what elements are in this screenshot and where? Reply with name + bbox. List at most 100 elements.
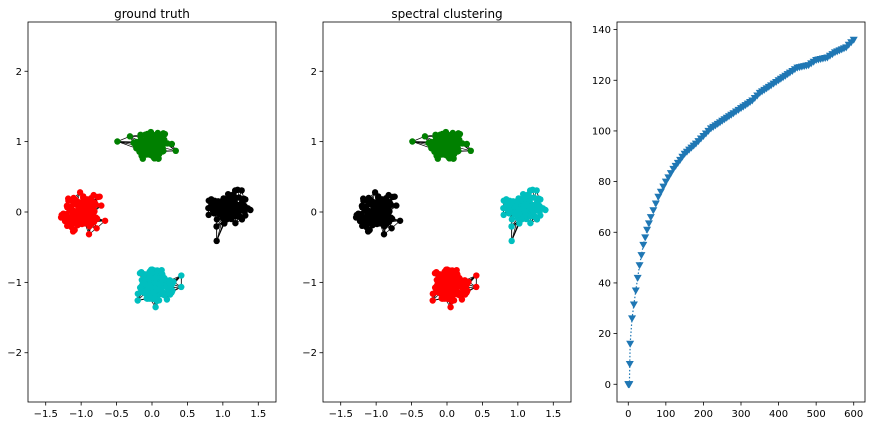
scatter-point — [238, 187, 245, 194]
scatter-point — [78, 215, 86, 222]
scatter-point — [164, 285, 172, 292]
scatter-point — [137, 131, 144, 138]
scatter-point — [226, 192, 234, 199]
scatter-point — [139, 151, 146, 158]
scatter-point — [208, 196, 215, 203]
y-tick-label: −2 — [302, 348, 317, 359]
scatter-point — [134, 297, 141, 304]
scatter-point — [130, 139, 137, 147]
x-tick-label: 1.5 — [250, 409, 266, 420]
scatter-point — [147, 266, 155, 273]
scatter-point — [135, 140, 142, 147]
scatter-point — [231, 197, 238, 205]
scatter-point — [101, 217, 109, 224]
scatter-point — [126, 133, 134, 140]
x-tick-label: −1.0 — [69, 409, 93, 420]
x-tick-label: −1.5 — [329, 409, 353, 420]
scatter-point — [213, 223, 220, 230]
scatter-point — [93, 215, 101, 222]
scatter-point — [151, 294, 158, 301]
spectral-clustering-panel: spectral clustering −1.5 −1.0 −0.5 0.0 0.5 1.… — [302, 7, 572, 420]
x-tick-label: −1.5 — [34, 409, 58, 420]
x-tick-label: 0.0 — [439, 409, 455, 420]
scatter-point — [143, 146, 151, 153]
scatter-point — [79, 194, 87, 202]
x-tick-label: 0.5 — [179, 409, 195, 420]
x-tick-label: 1.5 — [545, 409, 561, 420]
spectral-clustering-title: spectral clustering — [391, 7, 502, 21]
scatter-point — [159, 271, 166, 278]
scatter-point — [63, 202, 71, 210]
scatter-point — [82, 207, 89, 215]
scatter-points — [57, 128, 254, 311]
scatter-point — [145, 151, 153, 158]
scatter-point — [211, 207, 218, 215]
scatter-point — [231, 187, 239, 194]
y-tick-label: −1 — [302, 278, 317, 289]
x-tick-label: 1.0 — [215, 409, 231, 420]
scatter-point — [244, 205, 252, 212]
scatter-point — [178, 272, 185, 279]
scatter-point — [216, 209, 224, 216]
scatter-point — [114, 138, 121, 145]
scatter-point — [221, 217, 228, 224]
y-tick-label: −1 — [7, 278, 22, 289]
scatter-point — [74, 221, 81, 229]
y-tick-label: 0 — [16, 208, 22, 219]
scatter-point — [57, 214, 65, 221]
y-tick-label: 0 — [311, 208, 317, 219]
scatter-point — [146, 274, 154, 281]
scatter-point — [76, 189, 84, 196]
scatter-point — [213, 216, 221, 223]
y-tick-label: −2 — [7, 348, 22, 359]
scatter-point — [205, 204, 212, 212]
scatter-point — [232, 219, 239, 227]
x-tick-label: −1.0 — [364, 409, 388, 420]
scatter-point — [205, 211, 212, 219]
x-tick-label: 0.0 — [144, 409, 160, 420]
scatter-point — [154, 267, 161, 274]
scatter-point — [153, 131, 160, 139]
scatter-point — [161, 131, 168, 138]
x-tick-label: −0.5 — [104, 409, 128, 420]
scatter-point — [233, 205, 240, 212]
scatter-point — [69, 228, 77, 235]
scatter-point — [72, 196, 79, 203]
scatter-point — [89, 211, 97, 218]
scatter-point — [85, 219, 92, 227]
scatter-point — [213, 237, 220, 245]
scatter-point — [242, 212, 249, 219]
scatter-point — [90, 191, 97, 199]
scatter-point — [92, 201, 100, 208]
scatter-point — [172, 147, 179, 155]
y-tick-label: 2 — [311, 67, 317, 78]
scatter-point — [68, 207, 75, 215]
scatter-point — [157, 284, 164, 291]
scatter-point — [141, 140, 148, 147]
scatter-point — [136, 270, 144, 277]
ground-truth-title: ground truth — [114, 7, 190, 21]
x-tick-label: −0.5 — [399, 409, 423, 420]
scatter-point — [96, 193, 103, 200]
scatter-point — [85, 231, 93, 238]
y-tick-label: 1 — [311, 137, 317, 148]
scatter-point — [232, 213, 239, 220]
x-tick-label: 0.5 — [474, 409, 490, 420]
scatter-point — [178, 283, 185, 291]
scatter-point — [154, 141, 161, 148]
scatter-point — [218, 197, 226, 205]
scatter-point — [65, 197, 72, 205]
scatter-point — [226, 201, 234, 208]
scatter-point — [140, 280, 147, 287]
ground-truth-panel: ground truth −1.5 −1.0 −0.5 0.0 0.5 1.0 1.5 −2 −… — [7, 7, 277, 420]
scatter-point — [93, 225, 100, 232]
scatter-point — [151, 279, 159, 287]
scatter-point — [74, 207, 82, 215]
scatter-point — [152, 303, 159, 311]
y-tick-label: 2 — [16, 67, 22, 78]
scatter-point — [168, 140, 176, 148]
scatter-point — [153, 152, 161, 159]
scatter-point — [66, 219, 74, 227]
y-tick-label: 1 — [16, 137, 22, 148]
